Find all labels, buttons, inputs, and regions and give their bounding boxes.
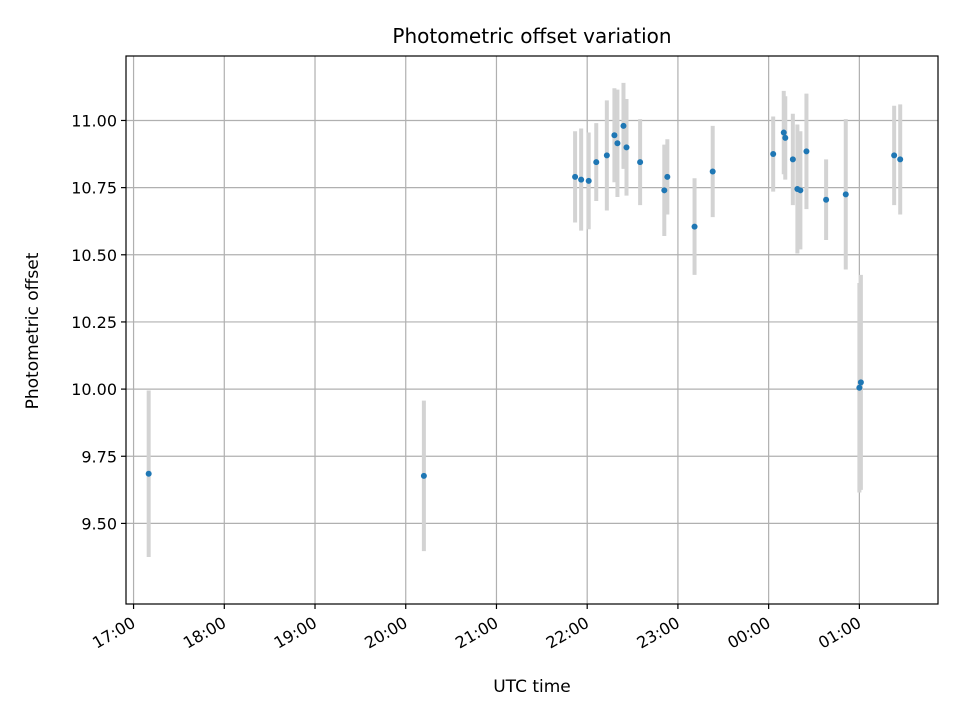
data-point <box>842 191 849 198</box>
y-tick-label: 10.00 <box>71 380 117 399</box>
y-tick-label: 11.00 <box>71 111 117 130</box>
data-point <box>603 152 610 159</box>
data-point <box>803 148 810 155</box>
data-point <box>823 196 830 203</box>
data-point <box>709 168 716 175</box>
y-axis-title: Photometric offset <box>23 252 43 409</box>
data-point <box>856 384 863 391</box>
y-tick-label: 10.25 <box>71 313 117 332</box>
data-point <box>891 152 898 159</box>
data-point <box>614 140 621 147</box>
data-point <box>585 177 592 184</box>
data-point <box>789 156 796 163</box>
y-tick-label: 10.75 <box>71 179 117 198</box>
data-point <box>780 129 787 136</box>
data-point <box>611 132 618 139</box>
data-point <box>572 173 579 180</box>
data-point <box>661 187 668 194</box>
data-point <box>593 159 600 166</box>
data-point <box>691 223 698 230</box>
data-point <box>782 134 789 141</box>
plot-frame <box>125 55 939 605</box>
data-point <box>620 122 627 129</box>
data-point <box>664 173 671 180</box>
data-point <box>420 472 427 479</box>
data-point <box>623 144 630 151</box>
y-tick-label: 9.50 <box>81 514 117 533</box>
data-point <box>637 159 644 166</box>
data-point <box>578 176 585 183</box>
data-point <box>797 187 804 194</box>
y-tick-label: 10.50 <box>71 246 117 265</box>
data-point <box>857 379 864 386</box>
x-axis-title: UTC time <box>493 677 571 697</box>
data-point <box>897 156 904 163</box>
data-point <box>770 151 777 158</box>
data-points <box>145 122 904 479</box>
data-point <box>145 470 152 477</box>
y-axis-ticks: 9.50 9.75 10.00 10.25 10.50 10.75 11.00 <box>71 111 126 533</box>
chart-title: Photometric offset variation <box>392 24 671 48</box>
y-tick-label: 9.75 <box>81 447 117 466</box>
